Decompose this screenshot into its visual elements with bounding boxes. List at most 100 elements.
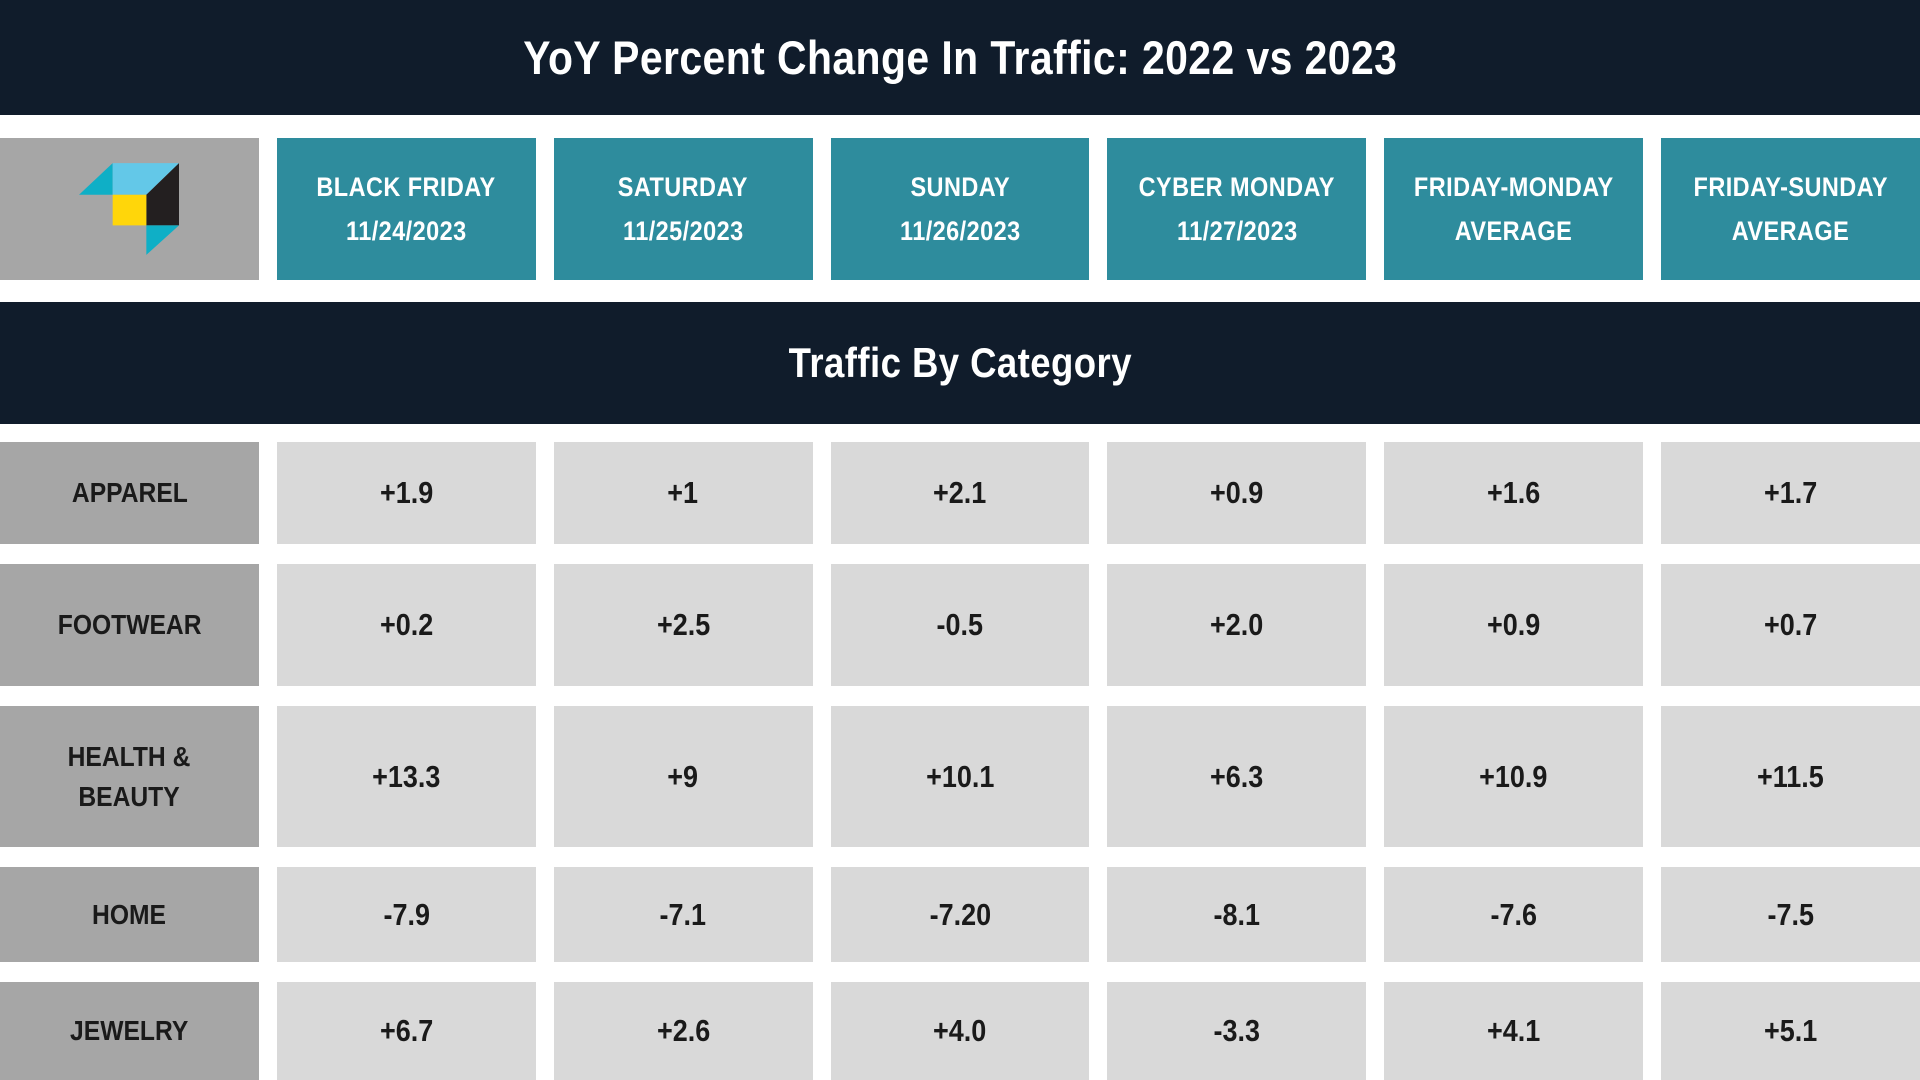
column-header-black-friday: BLACK FRIDAY 11/24/2023 xyxy=(276,138,536,280)
value-text: -3.3 xyxy=(1213,1013,1261,1048)
column-header-line2: AVERAGE xyxy=(1454,216,1573,246)
value-text: +4.0 xyxy=(933,1013,987,1048)
logo-center-square xyxy=(113,194,147,226)
column-header-saturday: SATURDAY 11/25/2023 xyxy=(553,138,813,280)
column-header-friday-monday-average: FRIDAY-MONDAY AVERAGE xyxy=(1384,138,1644,280)
value-text: +2.0 xyxy=(1210,607,1264,642)
value-cell: +11.5 xyxy=(1661,706,1920,847)
column-header-line2: 11/25/2023 xyxy=(622,216,744,246)
value-cell: -7.6 xyxy=(1384,867,1644,962)
category-cell-jewelry: JEWELRY xyxy=(0,982,259,1080)
value-cell: -0.5 xyxy=(830,564,1090,686)
column-header-line1: SUNDAY xyxy=(910,172,1010,202)
value-cell: +9 xyxy=(553,706,813,847)
page-title: YoY Percent Change In Traffic: 2022 vs 2… xyxy=(522,31,1397,84)
value-cell: +4.0 xyxy=(830,982,1090,1080)
value-text: -0.5 xyxy=(936,607,984,642)
value-cell: +10.1 xyxy=(830,706,1090,847)
value-cell: +4.1 xyxy=(1384,982,1644,1080)
value-text: +2.1 xyxy=(933,475,987,510)
category-cell-footwear: FOOTWEAR xyxy=(0,564,259,686)
value-cell: -7.5 xyxy=(1661,867,1920,962)
category-label: FOOTWEAR xyxy=(57,609,202,640)
value-text: -7.20 xyxy=(929,896,991,932)
title-band: YoY Percent Change In Traffic: 2022 vs 2… xyxy=(0,0,1920,115)
value-text: +0.2 xyxy=(379,607,433,642)
value-cell: +1.6 xyxy=(1384,442,1644,544)
value-cell: +0.9 xyxy=(1384,564,1644,686)
value-cell: +10.9 xyxy=(1384,706,1644,847)
section-title: Traffic By Category xyxy=(788,339,1132,386)
logo-bottom-triangle xyxy=(146,225,180,255)
value-text: +11.5 xyxy=(1757,758,1824,794)
logo-top-square xyxy=(113,163,180,195)
column-header-line2: 11/27/2023 xyxy=(1176,216,1298,246)
value-text: +1.9 xyxy=(379,475,433,510)
column-header-line1: BLACK FRIDAY xyxy=(316,172,496,202)
value-cell: +1.7 xyxy=(1661,442,1920,544)
value-cell: +2.6 xyxy=(553,982,813,1080)
value-cell: +2.5 xyxy=(553,564,813,686)
logo-cell xyxy=(0,138,259,280)
column-header-line1: FRIDAY-MONDAY xyxy=(1413,172,1614,202)
column-header-friday-sunday-average: FRIDAY-SUNDAY AVERAGE xyxy=(1661,138,1920,280)
category-cell-apparel: APPAREL xyxy=(0,442,259,544)
value-text: -7.6 xyxy=(1490,896,1537,932)
value-text: -8.1 xyxy=(1213,896,1261,932)
column-header-cyber-monday: CYBER MONDAY 11/27/2023 xyxy=(1107,138,1367,280)
column-header-line1: CYBER MONDAY xyxy=(1138,172,1335,202)
column-header-line2: 11/24/2023 xyxy=(345,216,467,246)
section-title-band: Traffic By Category xyxy=(0,302,1920,424)
value-text: +10.9 xyxy=(1479,758,1548,794)
value-text: +6.7 xyxy=(379,1013,433,1048)
value-cell: +6.3 xyxy=(1107,706,1367,847)
category-cell-home: HOME xyxy=(0,867,259,962)
value-text: +0.9 xyxy=(1487,607,1541,642)
value-text: +13.3 xyxy=(372,758,441,794)
value-cell: +0.7 xyxy=(1661,564,1920,686)
value-cell: -7.20 xyxy=(830,867,1090,962)
value-text: +1.7 xyxy=(1763,475,1818,510)
value-cell: -8.1 xyxy=(1107,867,1367,962)
value-text: -7.9 xyxy=(383,896,430,932)
value-text: +6.3 xyxy=(1210,758,1264,794)
value-text: +2.5 xyxy=(656,607,710,642)
value-text: +5.1 xyxy=(1763,1013,1818,1048)
value-cell: +2.1 xyxy=(830,442,1090,544)
value-cell: +6.7 xyxy=(276,982,536,1080)
placer-pinwheel-logo-icon xyxy=(79,163,180,255)
column-header-sunday: SUNDAY 11/26/2023 xyxy=(830,138,1090,280)
column-header-line1: FRIDAY-SUNDAY xyxy=(1693,172,1888,202)
value-cell: -3.3 xyxy=(1107,982,1367,1080)
category-label: APPAREL xyxy=(71,477,188,508)
category-cell-health-beauty: HEALTH & BEAUTY xyxy=(0,706,259,847)
value-text: +1 xyxy=(667,475,699,510)
category-label: JEWELRY xyxy=(70,1015,189,1046)
header-row: BLACK FRIDAY 11/24/2023 SATURDAY 11/25/2… xyxy=(0,138,1920,280)
value-cell: +2.0 xyxy=(1107,564,1367,686)
value-cell: +0.9 xyxy=(1107,442,1367,544)
value-text: +0.9 xyxy=(1210,475,1264,510)
value-text: +10.1 xyxy=(925,758,995,794)
category-label: HEALTH & BEAUTY xyxy=(68,740,191,812)
value-text: +2.6 xyxy=(656,1013,710,1048)
column-header-line1: SATURDAY xyxy=(618,172,749,202)
value-text: +1.6 xyxy=(1487,475,1541,510)
category-label: HOME xyxy=(92,898,167,930)
logo-left-triangle xyxy=(79,163,114,195)
value-text: +0.7 xyxy=(1763,607,1818,642)
logo-right-block xyxy=(146,163,180,226)
column-header-line2: 11/26/2023 xyxy=(899,216,1021,246)
value-cell: -7.1 xyxy=(553,867,813,962)
value-cell: +1.9 xyxy=(276,442,536,544)
value-text: +4.1 xyxy=(1487,1013,1541,1048)
value-cell: +5.1 xyxy=(1661,982,1920,1080)
value-text: +9 xyxy=(667,758,699,794)
value-cell: +13.3 xyxy=(276,706,536,847)
traffic-by-category-table: APPAREL +1.9 +1 +2.1 +0.9 +1.6 +1.7 FOOT… xyxy=(0,442,1920,1080)
value-cell: -7.9 xyxy=(276,867,536,962)
column-header-line2: AVERAGE xyxy=(1731,216,1850,246)
value-cell: +1 xyxy=(553,442,813,544)
value-text: -7.1 xyxy=(659,896,707,932)
value-text: -7.5 xyxy=(1767,896,1814,932)
